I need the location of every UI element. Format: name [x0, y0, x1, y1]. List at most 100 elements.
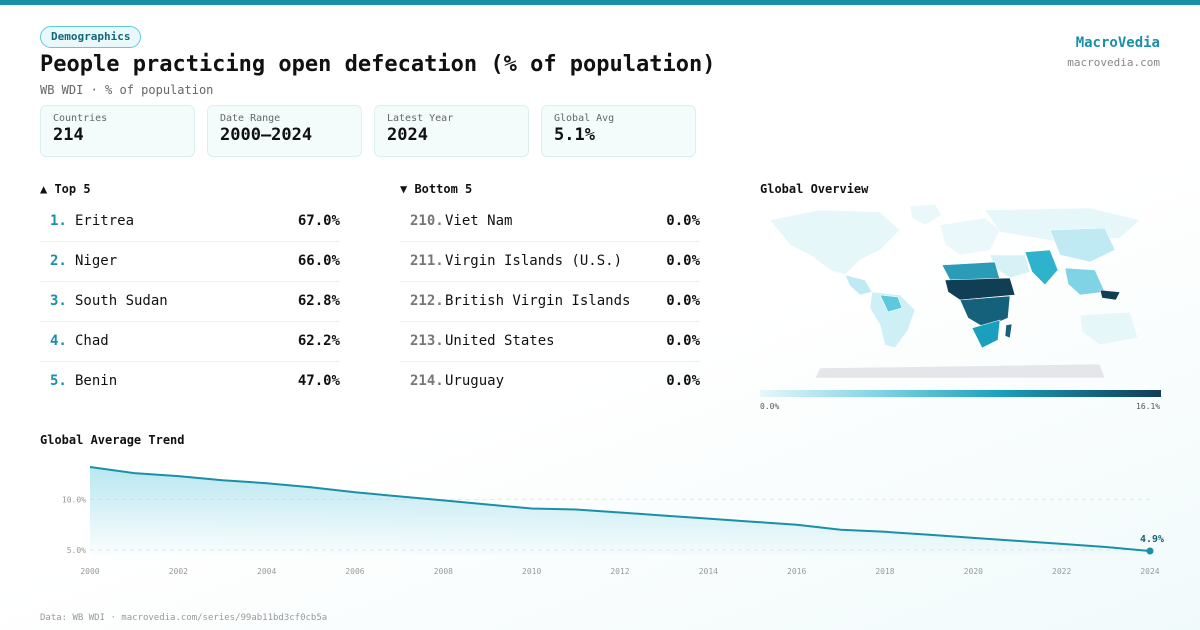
- region-madagascar: [1004, 323, 1013, 339]
- data-point: [1146, 547, 1154, 555]
- country-name: British Virgin Islands: [445, 293, 631, 309]
- top5-list: 1. Eritrea 67.0% 2. Niger 66.0% 3. South…: [40, 202, 340, 402]
- list-item[interactable]: 4. Chad 62.2%: [40, 322, 340, 362]
- legend-max-label: 16.1%: [1136, 402, 1161, 411]
- list-item[interactable]: 210. Viet Nam 0.0%: [400, 202, 700, 242]
- stat-card-countries: Countries 214: [40, 105, 195, 157]
- country-name: Eritrea: [75, 213, 135, 229]
- country-name: Chad: [75, 333, 109, 349]
- x-tick-label: 2022: [1052, 567, 1071, 576]
- region-south-asia: [1024, 249, 1059, 286]
- x-tick-label: 2010: [522, 567, 541, 576]
- region-new-guinea: [1099, 289, 1121, 301]
- world-choropleth-map[interactable]: [760, 200, 1161, 380]
- rank-number: 211.: [410, 253, 444, 269]
- x-tick-label: 2018: [875, 567, 894, 576]
- stat-label: Countries: [53, 113, 108, 124]
- page-subtitle: WB WDI · % of population: [40, 83, 214, 97]
- source-footer: Data: WB WDI · macrovedia.com/series/99a…: [40, 613, 328, 623]
- rank-number: 212.: [410, 293, 444, 309]
- region-southeast-asia: [1064, 267, 1106, 296]
- region-south-america: [869, 291, 916, 349]
- map-legend-scale: [760, 390, 1161, 397]
- region-southern-africa: [971, 319, 1001, 349]
- rank-number: 2.: [50, 253, 67, 269]
- region-greenland: [909, 203, 943, 226]
- rank-number: 4.: [50, 333, 67, 349]
- region-europe: [939, 217, 1001, 256]
- region-south-america-north: [879, 294, 903, 313]
- top5-heading: ▲ Top 5: [40, 182, 91, 196]
- category-badge[interactable]: Demographics: [40, 26, 142, 48]
- y-tick-label: 10.0%: [62, 495, 86, 504]
- x-tick-label: 2020: [964, 567, 983, 576]
- region-north-america: [769, 209, 901, 276]
- region-central-america: [844, 274, 873, 296]
- country-value: 0.0%: [666, 293, 700, 309]
- brand-name[interactable]: MacroVedia: [1075, 35, 1160, 51]
- legend-min-label: 0.0%: [760, 402, 780, 411]
- x-tick-label: 2008: [434, 567, 453, 576]
- list-item[interactable]: 211. Virgin Islands (U.S.) 0.0%: [400, 242, 700, 282]
- stat-value: 2024: [387, 125, 428, 145]
- stat-label: Date Range: [220, 113, 281, 124]
- country-value: 47.0%: [297, 373, 340, 389]
- end-value-label: 4.9%: [1140, 534, 1164, 545]
- bottom5-heading: ▼ Bottom 5: [400, 182, 473, 196]
- country-name: Niger: [75, 253, 118, 269]
- trend-area: [90, 467, 1150, 555]
- trend-heading: Global Average Trend: [40, 433, 185, 447]
- x-tick-label: 2016: [787, 567, 806, 576]
- list-item[interactable]: 212. British Virgin Islands 0.0%: [400, 282, 700, 322]
- country-name: Uruguay: [445, 373, 505, 389]
- brand-url[interactable]: macrovedia.com: [1067, 56, 1160, 69]
- country-value: 66.0%: [297, 253, 340, 269]
- top-accent-bar: [0, 0, 1200, 5]
- list-item[interactable]: 214. Uruguay 0.0%: [400, 362, 700, 402]
- map-heading: Global Overview: [760, 182, 869, 196]
- x-tick-label: 2002: [169, 567, 188, 576]
- list-item[interactable]: 2. Niger 66.0%: [40, 242, 340, 282]
- country-value: 0.0%: [666, 213, 700, 229]
- country-name: Benin: [75, 373, 118, 389]
- stat-value: 214: [53, 125, 84, 145]
- rank-number: 214.: [410, 373, 444, 389]
- region-australia: [1079, 311, 1139, 346]
- country-name: Viet Nam: [445, 213, 513, 229]
- trend-chart[interactable]: 5.0% 10.0% 4.9% 2000 2002 2004 2006 2008 2010 201…: [40, 455, 1180, 580]
- stat-value: 2000–2024: [220, 125, 313, 145]
- rank-number: 210.: [410, 213, 444, 229]
- y-tick-label: 5.0%: [67, 546, 86, 555]
- x-tick-label: 2004: [257, 567, 276, 576]
- rank-number: 1.: [50, 213, 67, 229]
- country-value: 67.0%: [297, 213, 340, 229]
- country-name: Virgin Islands (U.S.): [445, 253, 623, 269]
- x-tick-label: 2006: [345, 567, 364, 576]
- rank-number: 5.: [50, 373, 67, 389]
- stat-label: Global Avg: [554, 113, 615, 124]
- rank-number: 3.: [50, 293, 67, 309]
- rank-number: 213.: [410, 333, 444, 349]
- list-item[interactable]: 1. Eritrea 67.0%: [40, 202, 340, 242]
- x-tick-label: 2000: [80, 567, 99, 576]
- trend-line: [89, 466, 1151, 552]
- region-central-africa: [959, 295, 1011, 329]
- list-item[interactable]: 213. United States 0.0%: [400, 322, 700, 362]
- stat-value: 5.1%: [554, 125, 595, 145]
- region-antarctica: [814, 363, 1106, 379]
- country-name: South Sudan: [75, 293, 168, 309]
- country-value: 0.0%: [666, 333, 700, 349]
- list-item[interactable]: 5. Benin 47.0%: [40, 362, 340, 402]
- stat-label: Latest Year: [387, 113, 454, 124]
- country-value: 0.0%: [666, 373, 700, 389]
- bottom5-list: 210. Viet Nam 0.0% 211. Virgin Islands (…: [400, 202, 700, 402]
- country-value: 0.0%: [666, 253, 700, 269]
- x-tick-label: 2014: [699, 567, 718, 576]
- country-value: 62.2%: [297, 333, 340, 349]
- x-tick-label: 2012: [610, 567, 629, 576]
- page-title: People practicing open defecation (% of …: [40, 52, 716, 77]
- list-item[interactable]: 3. South Sudan 62.8%: [40, 282, 340, 322]
- x-tick-label: 2024: [1140, 567, 1159, 576]
- country-name: United States: [445, 333, 555, 349]
- country-value: 62.8%: [297, 293, 340, 309]
